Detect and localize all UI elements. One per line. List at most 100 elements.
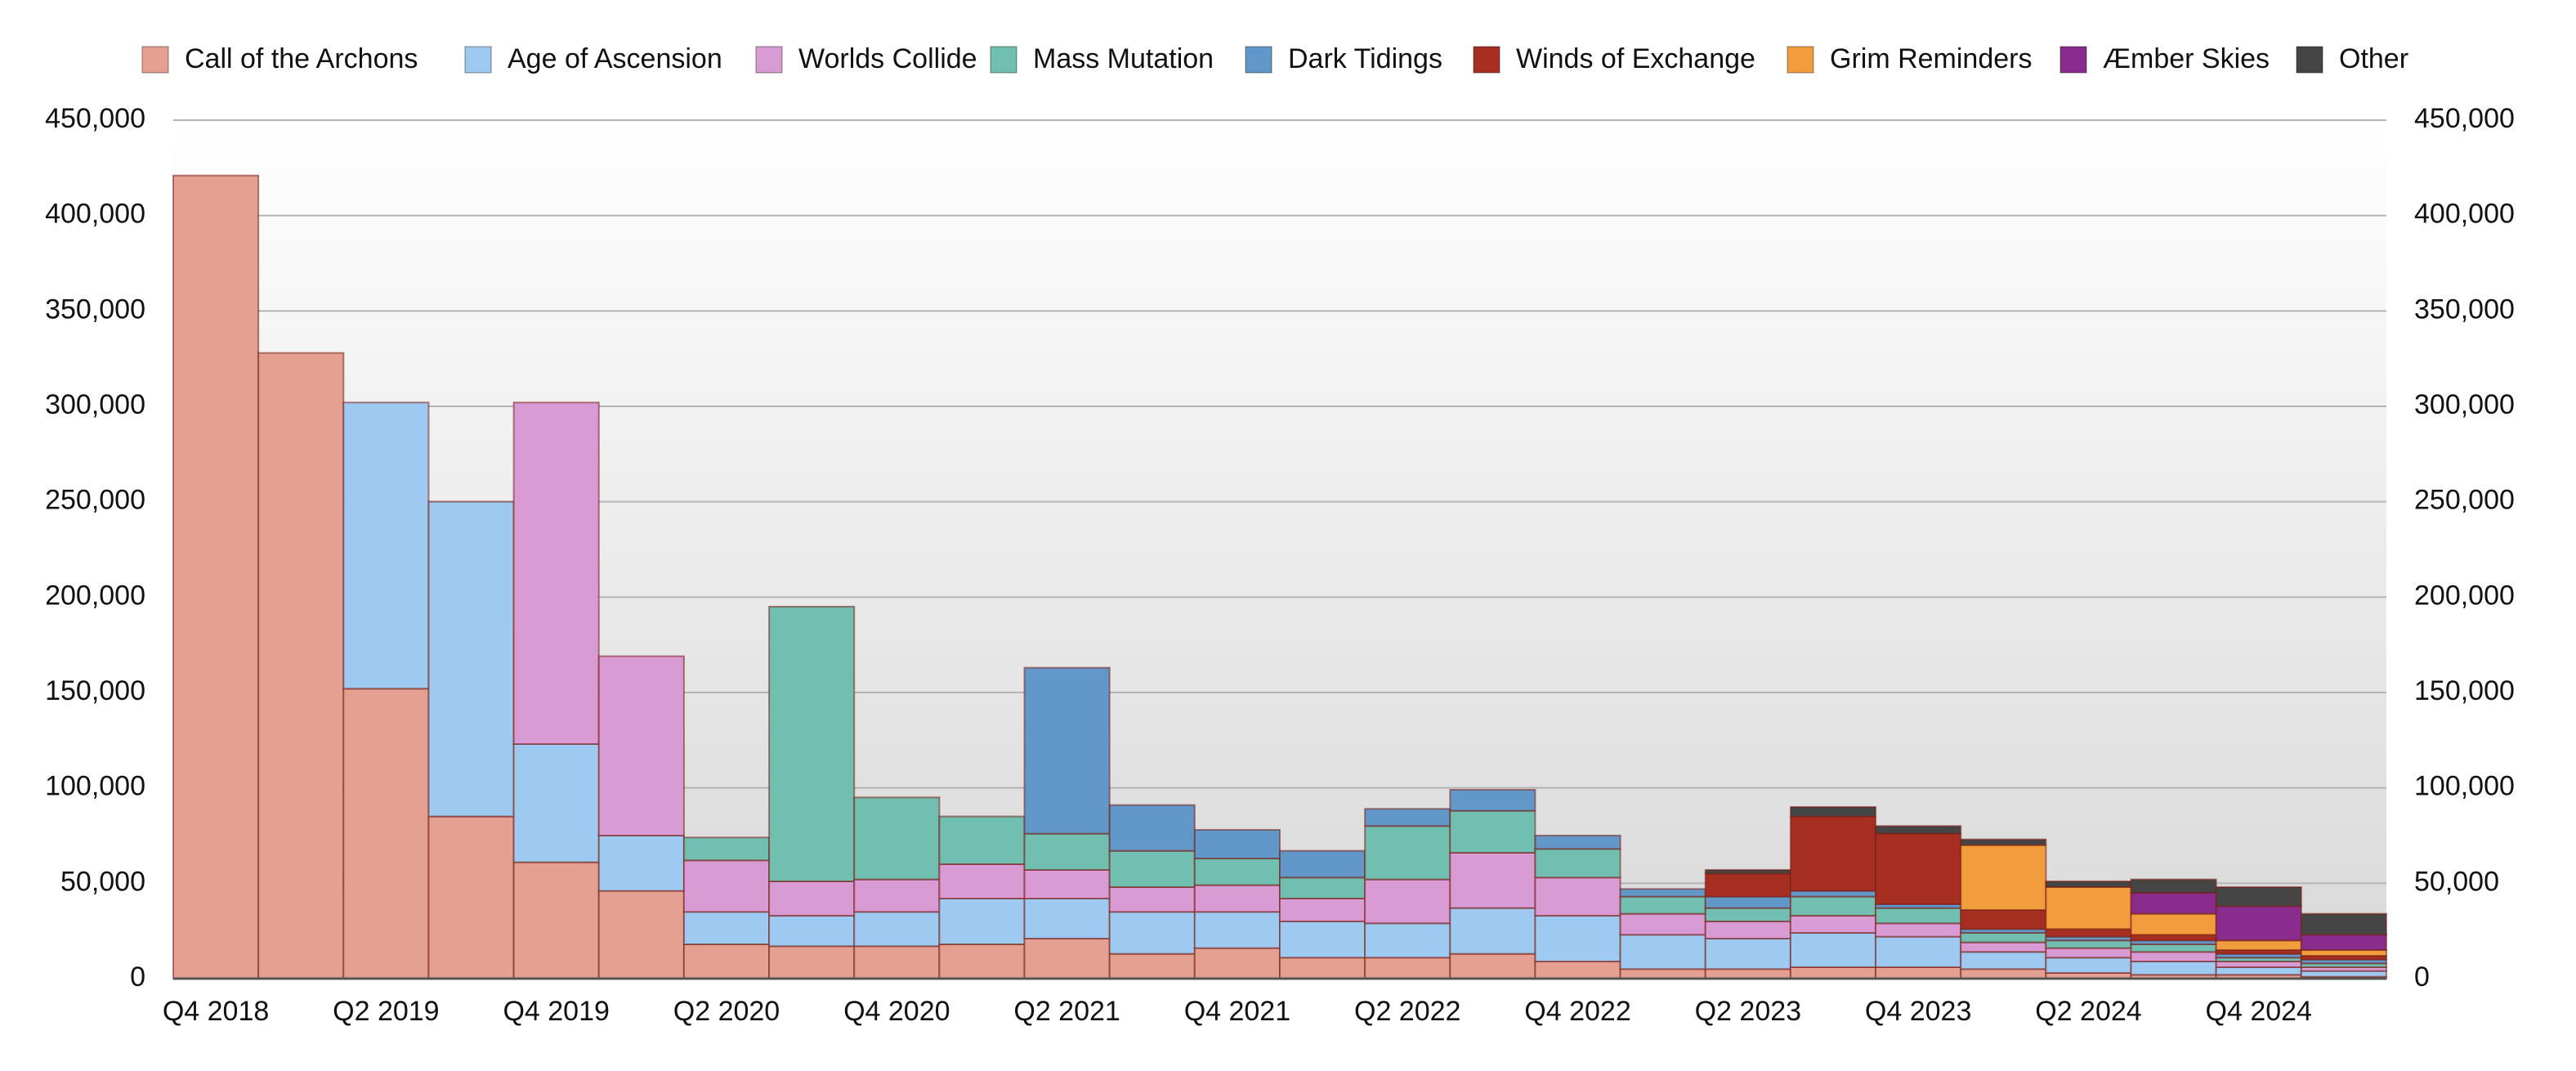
bar-segment bbox=[682, 943, 771, 979]
bar-segment bbox=[2300, 934, 2388, 952]
bar-segment bbox=[2215, 961, 2302, 968]
bar-segment bbox=[1534, 915, 1621, 962]
bar-segment bbox=[1960, 941, 2047, 953]
bar-segment bbox=[1193, 947, 1281, 979]
legend-label: Dark Tidings bbox=[1288, 43, 1442, 74]
bar-segment bbox=[342, 401, 430, 690]
legend-swatch bbox=[1787, 46, 1814, 74]
bar-segment bbox=[2045, 957, 2132, 975]
x-tick-label: Q4 2022 bbox=[1524, 996, 1630, 1027]
bar-segment bbox=[1960, 909, 2047, 930]
y2-tick-label: 450,000 bbox=[2414, 103, 2515, 134]
y-tick-label: 100,000 bbox=[45, 771, 145, 802]
bar-segment bbox=[1108, 952, 1196, 979]
bar-segment bbox=[512, 861, 600, 979]
bar-segment bbox=[853, 911, 941, 948]
bar-segment bbox=[1108, 911, 1196, 955]
y2-tick-label: 0 bbox=[2414, 961, 2430, 993]
bar-segment bbox=[1364, 808, 1451, 827]
bar-segment bbox=[2130, 943, 2217, 953]
bar-segment bbox=[427, 500, 515, 818]
bar-segment bbox=[597, 835, 685, 892]
y2-tick-label: 100,000 bbox=[2414, 771, 2515, 802]
bar-segment bbox=[1875, 832, 1962, 906]
legend-swatch bbox=[1473, 46, 1500, 74]
y-tick-label: 200,000 bbox=[45, 580, 145, 611]
legend-swatch bbox=[1245, 46, 1272, 74]
bar-segment bbox=[597, 890, 685, 979]
bar-segment bbox=[1449, 907, 1536, 955]
x-tick-label: Q4 2018 bbox=[163, 996, 269, 1027]
bar-segment bbox=[1619, 912, 1706, 936]
y2-tick-label: 150,000 bbox=[2414, 675, 2515, 706]
bar-segment bbox=[1108, 886, 1196, 913]
bar-segment bbox=[1704, 921, 1791, 939]
legend-swatch bbox=[2059, 46, 2087, 74]
bar-segment bbox=[1960, 932, 2047, 943]
bar-segment bbox=[1875, 966, 1962, 979]
bar-segment bbox=[2215, 905, 2302, 942]
bar-segment bbox=[768, 945, 856, 980]
bar-segment bbox=[1279, 898, 1366, 922]
x-tick-label: Q2 2024 bbox=[2035, 996, 2141, 1027]
bar-segment bbox=[2215, 966, 2302, 976]
bar-segment bbox=[1023, 666, 1111, 835]
bar-segment bbox=[1108, 849, 1196, 888]
bar-segment bbox=[257, 352, 345, 979]
bar-segment bbox=[1875, 935, 1962, 968]
bar-segment bbox=[1789, 815, 1877, 892]
bar-segment bbox=[1108, 804, 1196, 852]
bar-segment bbox=[1023, 832, 1111, 872]
bar-segment bbox=[1023, 938, 1111, 979]
bar-segment bbox=[2045, 886, 2132, 930]
y-tick-label: 150,000 bbox=[45, 675, 145, 706]
bar-segment bbox=[1960, 968, 2047, 980]
bar-segment bbox=[1534, 961, 1621, 979]
bar-segment bbox=[1960, 838, 2047, 846]
y-tick-label: 400,000 bbox=[45, 199, 145, 230]
x-tick-label: Q2 2021 bbox=[1013, 996, 1120, 1027]
x-tick-label: Q2 2020 bbox=[673, 996, 780, 1027]
legend-label: Mass Mutation bbox=[1033, 43, 1214, 74]
bar-segment bbox=[682, 859, 771, 913]
bar-segment bbox=[2045, 947, 2132, 959]
bar-segment bbox=[768, 606, 856, 882]
bar-segment bbox=[2045, 881, 2132, 888]
bar-segment bbox=[2130, 934, 2217, 942]
legend-swatch bbox=[990, 46, 1017, 74]
legend-label: Winds of Exchange bbox=[1516, 43, 1755, 74]
y2-tick-label: 50,000 bbox=[2414, 866, 2499, 897]
bar-segment bbox=[1364, 922, 1451, 959]
x-tick-label: Q4 2020 bbox=[843, 996, 950, 1027]
bar-segment bbox=[1619, 968, 1706, 980]
bar-segment bbox=[597, 655, 685, 837]
bar-segment bbox=[1704, 968, 1791, 980]
bar-segment bbox=[938, 815, 1026, 866]
bar-segment bbox=[1704, 907, 1791, 922]
y-tick-label: 50,000 bbox=[60, 866, 145, 897]
bar-segment bbox=[2130, 961, 2217, 976]
bar-segment bbox=[2130, 951, 2217, 963]
bar-segment bbox=[1193, 858, 1281, 886]
y-tick-label: 250,000 bbox=[45, 485, 145, 516]
x-tick-label: Q2 2022 bbox=[1354, 996, 1460, 1027]
bar-segment bbox=[2045, 928, 2132, 938]
bar-segment bbox=[1279, 921, 1366, 959]
bar-segment bbox=[1193, 911, 1281, 949]
bar-segment bbox=[1449, 852, 1536, 909]
legend-label: Grim Reminders bbox=[1830, 43, 2032, 74]
legend-swatch bbox=[2296, 46, 2323, 74]
legend-label: Age of Ascension bbox=[508, 43, 722, 74]
bar-segment bbox=[1704, 895, 1791, 909]
bar-segment bbox=[512, 401, 600, 745]
bar-segment bbox=[1704, 869, 1791, 875]
y2-tick-label: 400,000 bbox=[2414, 199, 2515, 230]
bar-segment bbox=[1534, 876, 1621, 917]
bar-segment bbox=[1789, 806, 1877, 818]
bar-segment bbox=[2215, 886, 2302, 907]
bar-segment bbox=[1789, 890, 1877, 898]
bar-segment bbox=[1193, 884, 1281, 913]
bar-segment bbox=[938, 943, 1026, 979]
bar-segment bbox=[1619, 888, 1706, 898]
